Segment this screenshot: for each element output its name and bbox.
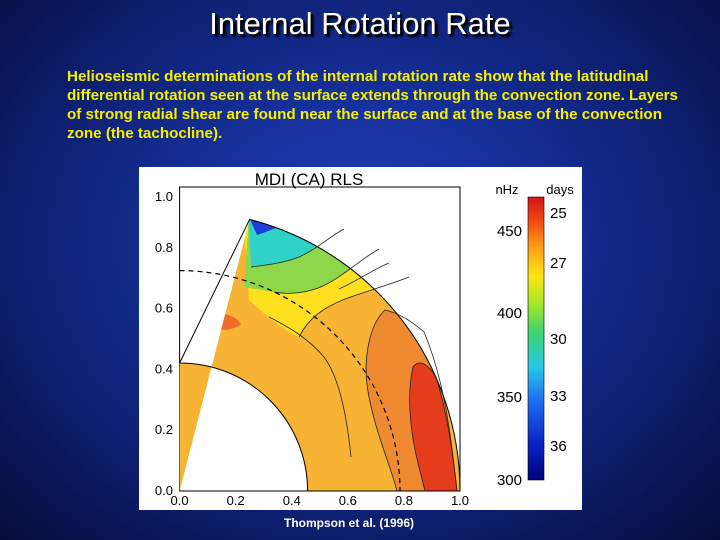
x-tick-label: 1.0 <box>451 493 469 508</box>
colorbar-nhz-label: 450 <box>497 223 522 240</box>
colorbar-days-label: 25 <box>550 205 567 222</box>
x-tick-label: 0.2 <box>227 493 245 508</box>
colorbar-nhz-label: 400 <box>497 305 522 322</box>
colorbar-days-label: 27 <box>550 255 567 272</box>
rotation-figure: MDI (CA) RLS 0.0 0 <box>139 167 582 510</box>
y-tick-label: 0.8 <box>155 240 173 255</box>
x-tick-label: 0.4 <box>283 493 301 508</box>
x-tick-label: 0.8 <box>395 493 413 508</box>
slide-body-text: Helioseismic determinations of the inter… <box>67 68 679 142</box>
colorbar-nhz-label: 350 <box>497 389 522 406</box>
figure-credit: Thompson et al. (1996) <box>284 516 415 530</box>
figure-title: MDI (CA) RLS <box>255 170 364 189</box>
slide-title: Internal Rotation Rate <box>209 6 511 41</box>
y-tick-label: 0.4 <box>155 361 173 376</box>
contour-lines <box>250 228 458 492</box>
colorbar-days-label: 33 <box>550 388 567 405</box>
y-tick-label: 0.0 <box>155 483 173 498</box>
x-tick-label: 0.0 <box>171 493 189 508</box>
colorbar-nhz-unit: nHz <box>495 182 518 197</box>
colorbar-days-label: 30 <box>550 331 567 348</box>
colorbar-days-label: 36 <box>550 438 567 455</box>
y-tick-label: 0.2 <box>155 422 173 437</box>
colorbar <box>527 196 545 481</box>
tachocline-dashed-line <box>179 270 401 492</box>
colorbar-days-unit: days <box>546 182 574 197</box>
y-tick-label: 0.6 <box>155 301 173 316</box>
y-tick-label: 1.0 <box>155 189 173 204</box>
colorbar-nhz-label: 300 <box>497 472 522 489</box>
x-tick-label: 0.6 <box>339 493 357 508</box>
convection-shell-outline <box>179 218 461 492</box>
